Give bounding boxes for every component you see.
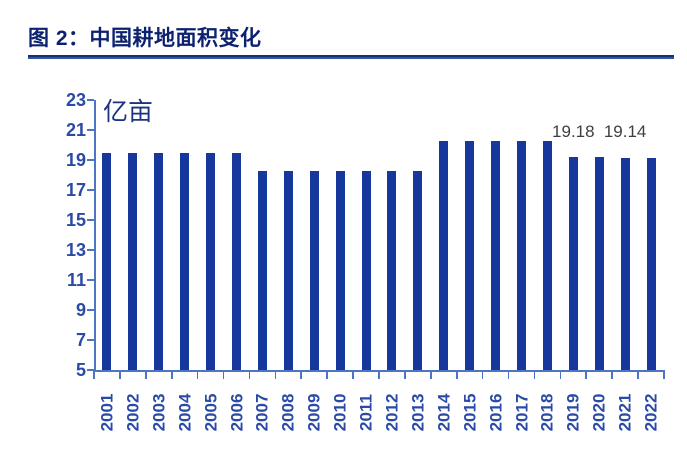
bar [568, 157, 578, 370]
y-axis-tick [86, 309, 94, 311]
y-axis-tick-label: 7 [75, 330, 86, 350]
y-axis-tick [86, 159, 94, 161]
figure-title: 图 2：中国耕地面积变化 [28, 27, 262, 50]
bar [232, 152, 241, 370]
x-axis-tick [533, 370, 536, 379]
bar [257, 171, 267, 370]
x-axis-tick-label: 2019 [563, 393, 583, 432]
x-axis-tick [119, 370, 121, 379]
x-axis-tick-label: 2020 [589, 393, 609, 432]
x-axis-tick [559, 370, 562, 379]
data-label: 19.18 [552, 122, 595, 141]
bar [646, 157, 656, 370]
x-axis-tick [352, 370, 354, 379]
y-axis-tick-label: 5 [75, 360, 86, 380]
bar [128, 152, 138, 370]
x-axis-tick-label: 2011 [356, 394, 376, 431]
x-axis-tick-label: 2016 [486, 393, 506, 432]
bar [102, 152, 112, 370]
data-label: 19.14 [603, 122, 647, 141]
y-axis-tick-label: 9 [75, 300, 86, 320]
x-axis-tick [507, 370, 510, 379]
x-axis-tick-label: 2005 [201, 393, 221, 432]
x-axis-tick-label: 2017 [512, 393, 531, 432]
y-axis-tick [86, 279, 94, 281]
x-axis-tick [274, 370, 277, 379]
x-axis-tick-label: 2014 [434, 393, 454, 432]
y-axis-tick-label: 19 [65, 150, 86, 170]
bar [309, 171, 319, 370]
x-axis-tick [300, 370, 303, 379]
y-axis-tick-label: 21 [65, 120, 86, 140]
x-axis-tick-label: 2006 [227, 393, 246, 432]
y-axis-tick [86, 219, 94, 221]
x-axis-tick-label: 2004 [175, 393, 195, 432]
x-axis-tick-label: 2003 [149, 393, 169, 432]
y-axis-tick-label: 15 [65, 210, 86, 230]
bar [335, 171, 345, 370]
y-axis-tick [86, 369, 94, 371]
x-axis-tick [481, 370, 484, 379]
x-axis-tick [93, 370, 95, 379]
bar [517, 141, 526, 370]
x-axis-tick-label: 2018 [537, 393, 557, 432]
x-axis-tick [637, 370, 639, 379]
x-axis-tick [611, 370, 613, 379]
bar [413, 171, 423, 370]
x-axis-tick [585, 370, 588, 379]
bar [465, 141, 475, 370]
bar [206, 152, 216, 370]
y-axis-tick [86, 249, 94, 251]
x-axis-tick-label: 2013 [408, 393, 428, 432]
x-axis-tick [404, 370, 406, 379]
bar [361, 171, 371, 370]
x-axis-tick [663, 370, 665, 379]
bar [180, 152, 190, 370]
y-axis-tick-label: 23 [65, 90, 86, 110]
x-axis-tick [248, 370, 251, 379]
y-axis-unit-label: 亿亩 [103, 98, 154, 126]
y-axis-tick-label: 17 [65, 180, 86, 200]
bar [154, 152, 164, 370]
bar [387, 171, 397, 370]
x-axis-tick-label: 2001 [97, 393, 117, 432]
y-axis-line [94, 100, 96, 372]
title-underline [28, 55, 674, 59]
y-axis-tick-label: 11 [66, 270, 86, 290]
x-axis-tick [145, 370, 147, 379]
y-axis-tick [86, 129, 94, 131]
x-axis-tick-label: 2012 [382, 393, 402, 432]
x-axis-tick-label: 2022 [641, 393, 661, 432]
bar [491, 141, 501, 370]
y-axis-tick [86, 339, 94, 341]
bar [542, 141, 552, 370]
x-axis-tick [378, 370, 380, 379]
bar [620, 157, 630, 370]
x-axis-tick [430, 370, 432, 379]
x-axis-tick [222, 370, 225, 379]
x-axis-tick [170, 370, 173, 379]
y-axis-tick [86, 189, 94, 191]
x-axis-tick-label: 2008 [278, 393, 298, 432]
y-axis-tick [86, 99, 94, 101]
x-axis-tick [455, 370, 458, 379]
y-axis-tick-label: 13 [65, 240, 86, 260]
x-axis-tick-label: 2010 [330, 393, 350, 432]
x-axis-tick-label: 2015 [460, 393, 480, 432]
x-axis-tick-label: 2021 [615, 393, 635, 432]
x-axis-tick-label: 2009 [304, 393, 324, 432]
bar [283, 171, 293, 370]
bar [594, 157, 604, 370]
x-axis-tick [326, 370, 328, 379]
x-axis-tick-label: 2007 [252, 393, 272, 432]
x-axis-tick [196, 370, 199, 379]
x-axis-tick-label: 2002 [123, 393, 143, 432]
bar [439, 141, 449, 370]
